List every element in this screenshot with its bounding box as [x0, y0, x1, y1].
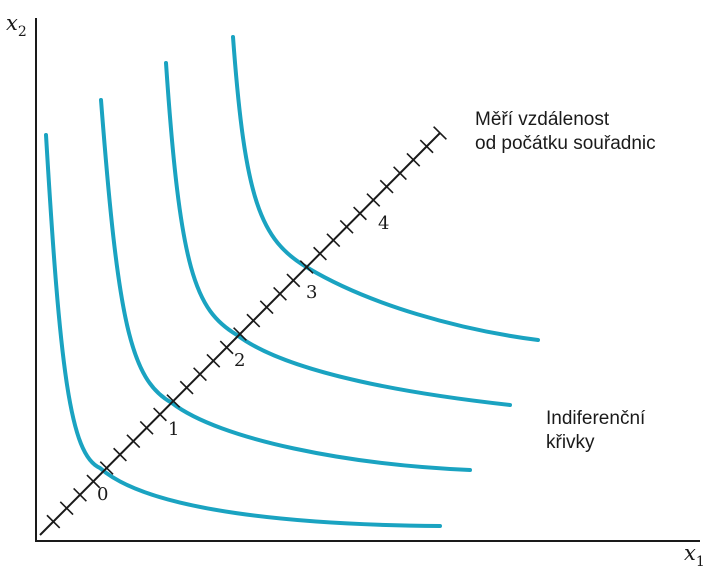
- diagonal-mark-3: 3: [306, 282, 317, 303]
- diagonal-note-line-1: Měří vzdálenost: [475, 109, 610, 130]
- diagonal-tick: [433, 126, 447, 140]
- diagonal-marks: 0 1 2 3 4: [97, 213, 389, 505]
- diagonal-tick: [246, 313, 261, 328]
- diagonal-tick: [139, 420, 154, 435]
- diagonal-tick: [286, 273, 301, 288]
- indifference-curve-2: [164, 61, 512, 407]
- diagonal-tick: [179, 380, 194, 395]
- diagonal-mark-0: 0: [97, 484, 108, 505]
- x-axis-label: x1: [684, 541, 705, 570]
- diagonal-mark-4: 4: [378, 213, 389, 234]
- diagonal-tick: [59, 501, 74, 516]
- diagonal-tick: [273, 286, 287, 301]
- curves-note-line-2: křivky: [546, 432, 595, 453]
- diagonal-mark-1: 1: [168, 419, 179, 440]
- curves-note-line-1: Indiferenční: [546, 408, 646, 429]
- diagonal-tick: [113, 447, 127, 462]
- diagonal-tick: [406, 152, 421, 167]
- diagonal-mark-2: 2: [234, 350, 245, 371]
- diagonal-tick: [259, 300, 274, 315]
- indifference-curve-1: [99, 98, 472, 472]
- diagonal-tick: [419, 139, 434, 154]
- diagonal-tick: [193, 367, 207, 382]
- diagonal-tick: [366, 193, 381, 207]
- diagonal-tick: [313, 246, 327, 261]
- diagonal-tick: [86, 474, 101, 489]
- diagonal-tick: [166, 394, 181, 408]
- diagonal-tick: [353, 206, 367, 221]
- diagonal-tick: [233, 327, 247, 341]
- diagonal-tick: [326, 233, 341, 248]
- diagonal-tick: [153, 407, 167, 422]
- diagonal-tick: [126, 434, 141, 449]
- distance-diagonal: [39, 126, 447, 536]
- diagonal-tick: [379, 179, 394, 194]
- diagonal-tick: [99, 461, 114, 475]
- diagonal-tick: [73, 487, 87, 502]
- indifference-curve-0: [44, 133, 442, 528]
- y-axis-label: x2: [6, 11, 27, 40]
- diagonal-tick: [339, 219, 354, 234]
- diagonal-tick: [299, 260, 314, 274]
- diagonal-tick: [219, 340, 234, 355]
- diagonal-note-line-2: od počátku souřadnic: [475, 133, 656, 154]
- diagonal-tick: [46, 514, 61, 529]
- diagonal-tick: [393, 166, 407, 181]
- diagonal-tick: [206, 353, 221, 368]
